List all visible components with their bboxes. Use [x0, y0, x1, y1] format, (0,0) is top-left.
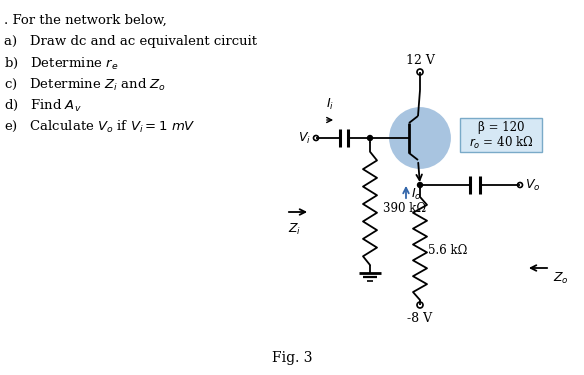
- Text: . For the network below,: . For the network below,: [4, 14, 167, 27]
- Text: c)   Determine $Z_i$ and $Z_o$: c) Determine $Z_i$ and $Z_o$: [4, 77, 166, 92]
- Text: Fig. 3: Fig. 3: [272, 351, 312, 365]
- Text: $Z_i$: $Z_i$: [288, 222, 301, 237]
- FancyBboxPatch shape: [460, 118, 542, 152]
- Text: $V_i$: $V_i$: [298, 130, 311, 146]
- Text: β = 120: β = 120: [478, 122, 524, 135]
- Text: $I_o$: $I_o$: [411, 187, 422, 202]
- Text: b)   Determine $r_e$: b) Determine $r_e$: [4, 56, 119, 71]
- Text: $r_o$ = 40 kΩ: $r_o$ = 40 kΩ: [469, 135, 533, 151]
- Text: 12 V: 12 V: [405, 54, 434, 67]
- Text: a)   Draw dc and ac equivalent circuit: a) Draw dc and ac equivalent circuit: [4, 35, 257, 48]
- Text: e)   Calculate $V_o$ if $V_i = 1\ mV$: e) Calculate $V_o$ if $V_i = 1\ mV$: [4, 119, 196, 134]
- Text: $V_o$: $V_o$: [525, 177, 541, 192]
- Text: -8 V: -8 V: [408, 312, 433, 325]
- Text: 390 kΩ: 390 kΩ: [383, 201, 426, 214]
- Text: $Z_o$: $Z_o$: [553, 271, 569, 286]
- Circle shape: [367, 135, 373, 141]
- Circle shape: [390, 108, 450, 168]
- Circle shape: [418, 183, 422, 188]
- Text: d)   Find $A_v$: d) Find $A_v$: [4, 98, 82, 113]
- Text: 5.6 kΩ: 5.6 kΩ: [428, 244, 467, 257]
- Text: $I_i$: $I_i$: [326, 97, 334, 112]
